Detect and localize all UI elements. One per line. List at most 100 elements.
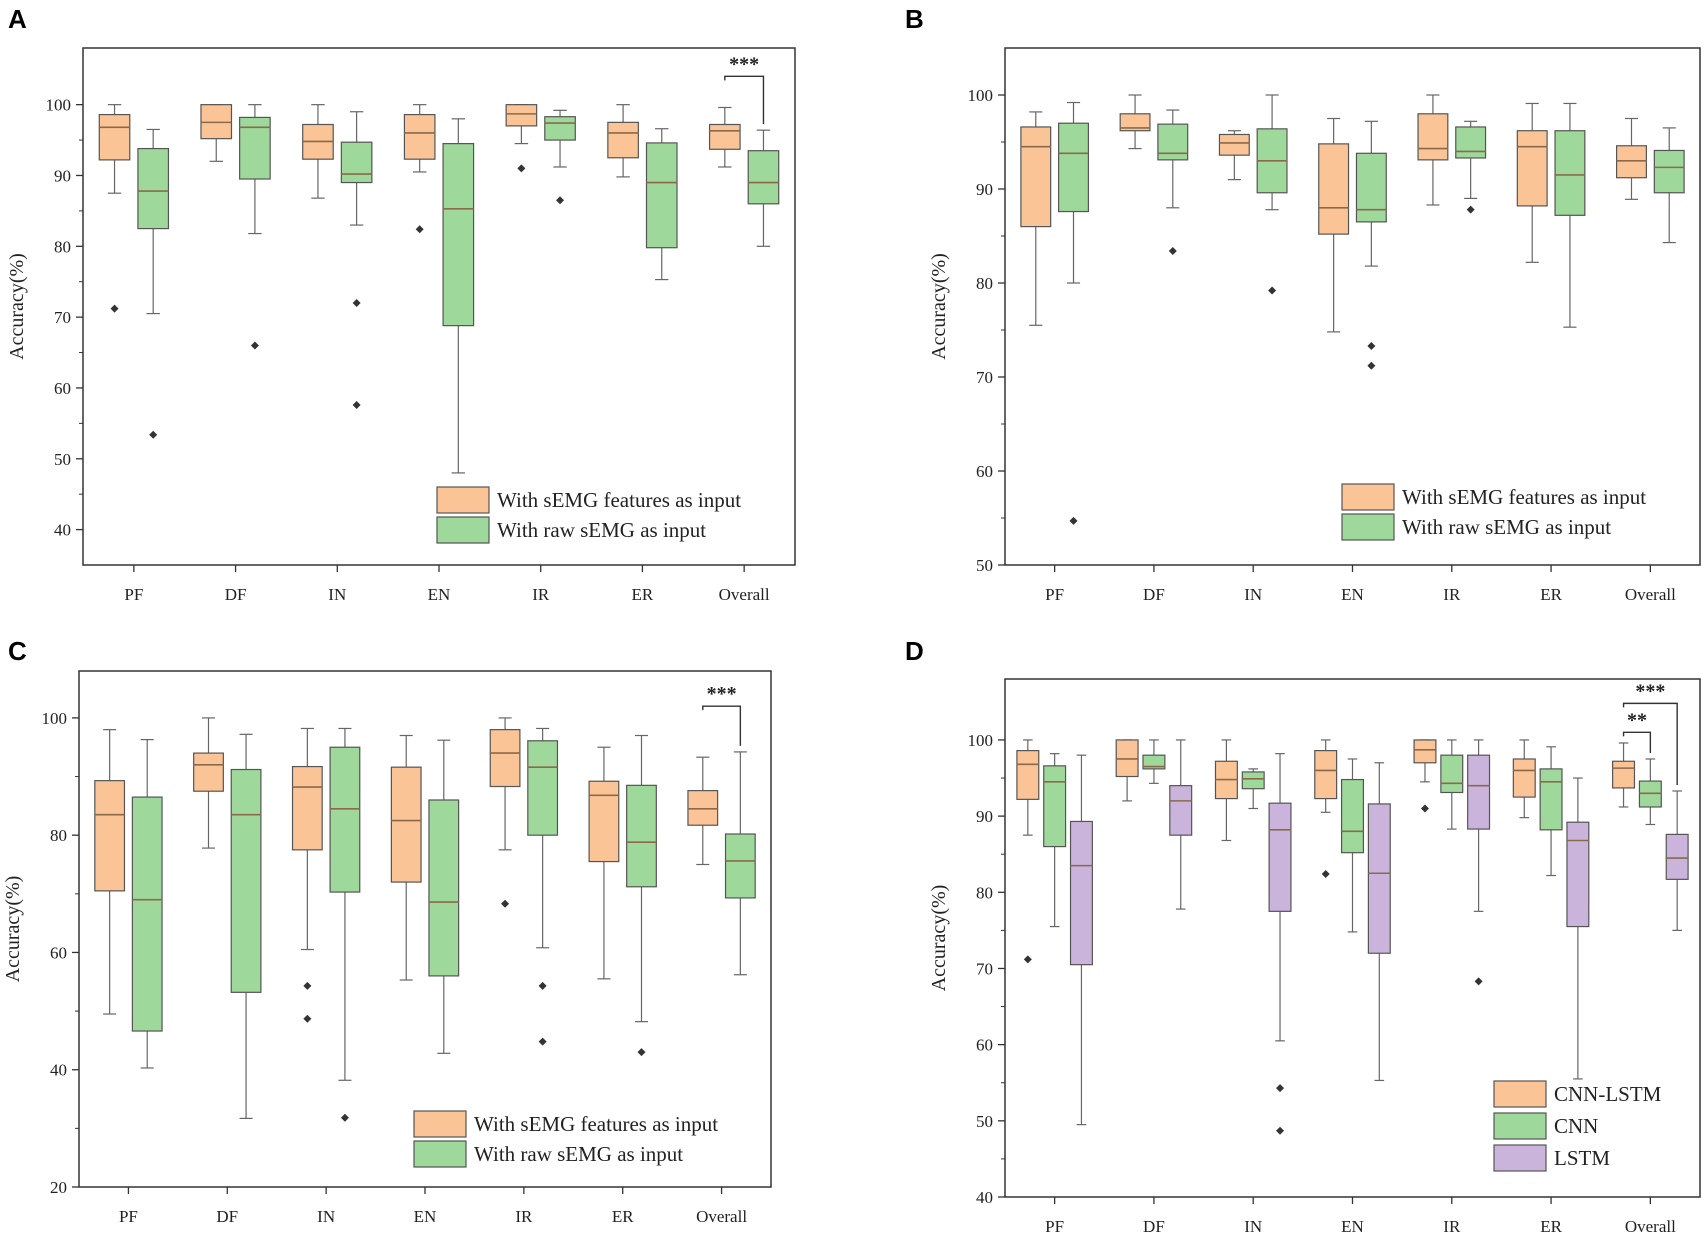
y-tick-label: 90 — [54, 166, 71, 185]
box-green-pf — [1058, 101, 1089, 525]
box-green-df — [1142, 739, 1166, 784]
box-iqr — [1119, 113, 1151, 132]
box-orange-overall — [1612, 742, 1636, 808]
box-iqr — [403, 113, 436, 160]
box-iqr — [1516, 130, 1548, 207]
outlier-point — [340, 1113, 349, 1122]
box-green-er — [626, 734, 657, 1057]
y-axis-label: Accuracy(%) — [928, 253, 950, 360]
panel-letter-a: A — [8, 4, 27, 34]
box-iqr — [626, 784, 657, 888]
box-iqr — [1058, 122, 1089, 213]
panel-c: C 20 40 60 80 100 Accuracy(%) PF DF IN EN IR ER Overa… — [2, 636, 772, 1226]
box-purple-en — [1367, 762, 1391, 1082]
significance-label: *** — [707, 683, 737, 705]
bracket-line — [1622, 731, 1652, 753]
box-green-er — [1554, 102, 1586, 328]
y-tick-label: 40 — [976, 1188, 993, 1207]
box-iqr — [131, 796, 163, 1032]
outlier-point — [1276, 1084, 1285, 1093]
outlier-point — [637, 1048, 646, 1057]
y-tick-label: 100 — [968, 731, 994, 750]
outlier-point — [1474, 977, 1483, 986]
x-tick-label-pf: PF — [119, 1207, 138, 1226]
box-green-overall — [1638, 758, 1662, 826]
panel-d: D 40 50 60 70 80 90 100 Accuracy(%) PF DF IN EN IR ER O… — [905, 636, 1701, 1236]
panel-a: A 40 50 60 70 80 90 100 Accuracy(%) PF DF IN EN IR ER O… — [6, 4, 796, 604]
outlier-point — [149, 430, 158, 439]
box-iqr — [1539, 768, 1563, 831]
outlier-point — [1276, 1126, 1285, 1135]
box-iqr — [1355, 152, 1387, 223]
box-orange-er — [588, 746, 620, 980]
box-iqr — [1615, 145, 1647, 179]
y-tick-label: 50 — [976, 1112, 993, 1131]
y-tick-label: 60 — [976, 462, 993, 481]
x-tick-label-er: ER — [612, 1207, 634, 1226]
box-iqr — [588, 780, 620, 863]
box-iqr — [747, 150, 780, 205]
legend-swatch-green — [1493, 1112, 1547, 1140]
box-orange-ir — [505, 104, 538, 173]
box-orange-df — [1115, 739, 1139, 802]
box-iqr — [137, 147, 170, 230]
box-orange-er — [1516, 102, 1548, 263]
y-tick-label: 70 — [976, 368, 993, 387]
box-orange-overall — [1615, 117, 1647, 200]
box-green-in — [340, 111, 373, 409]
y-tick-label: 60 — [50, 943, 67, 962]
box-green-in — [329, 727, 361, 1122]
box-green-ir — [1455, 120, 1487, 214]
box-iqr — [442, 143, 475, 327]
y-tick-label: 70 — [54, 308, 71, 327]
panel-letter-d: D — [905, 636, 924, 666]
box-iqr — [193, 752, 224, 792]
legend-label: LSTM — [1554, 1146, 1610, 1170]
box-iqr — [1340, 778, 1365, 854]
outlier-point — [1367, 341, 1376, 350]
x-tick-label-df: DF — [216, 1207, 238, 1226]
y-axis-label: Accuracy(%) — [928, 885, 950, 992]
box-orange-pf — [94, 729, 126, 1015]
significance-label: ** — [1627, 709, 1647, 731]
y-tick-label: 80 — [50, 826, 67, 845]
box-iqr — [1142, 754, 1166, 770]
box-orange-df — [1119, 94, 1151, 150]
box-orange-en — [403, 104, 436, 234]
x-tick-label-df: DF — [1143, 585, 1165, 604]
box-iqr — [390, 766, 422, 883]
box-purple-overall — [1665, 790, 1689, 931]
box-iqr — [1512, 758, 1536, 798]
box-iqr — [687, 790, 719, 826]
bracket-line — [702, 705, 742, 746]
outlier-point — [303, 981, 312, 990]
box-iqr — [724, 833, 756, 899]
box-green-overall — [747, 129, 780, 247]
legend-swatch-orange — [1341, 483, 1395, 511]
significance-bracket: *** — [702, 683, 742, 746]
x-tick-label-er: ER — [1540, 585, 1562, 604]
box-green-pf — [1043, 753, 1067, 928]
y-tick-label: 40 — [50, 1061, 67, 1080]
box-orange-in — [302, 104, 334, 199]
box-orange-en — [1314, 739, 1338, 879]
legend-label: With sEMG features as input — [497, 488, 741, 512]
box-green-df — [239, 104, 271, 350]
box-green-in — [1256, 94, 1288, 295]
legend-swatch-green — [413, 1140, 467, 1168]
x-tick-label-ir: IR — [1443, 1217, 1461, 1236]
box-orange-en — [390, 734, 422, 981]
box-iqr — [708, 123, 741, 150]
box-orange-in — [1214, 739, 1238, 842]
outlier-point — [303, 1014, 312, 1023]
box-orange-df — [200, 104, 233, 162]
significance-label: *** — [729, 53, 759, 75]
outlier-point — [1023, 955, 1032, 964]
box-green-en — [1340, 758, 1365, 933]
box-orange-pf — [98, 104, 131, 313]
box-iqr — [98, 113, 131, 161]
x-tick-label-en: EN — [428, 585, 451, 604]
box-iqr — [428, 799, 460, 977]
box-iqr — [1169, 785, 1193, 836]
